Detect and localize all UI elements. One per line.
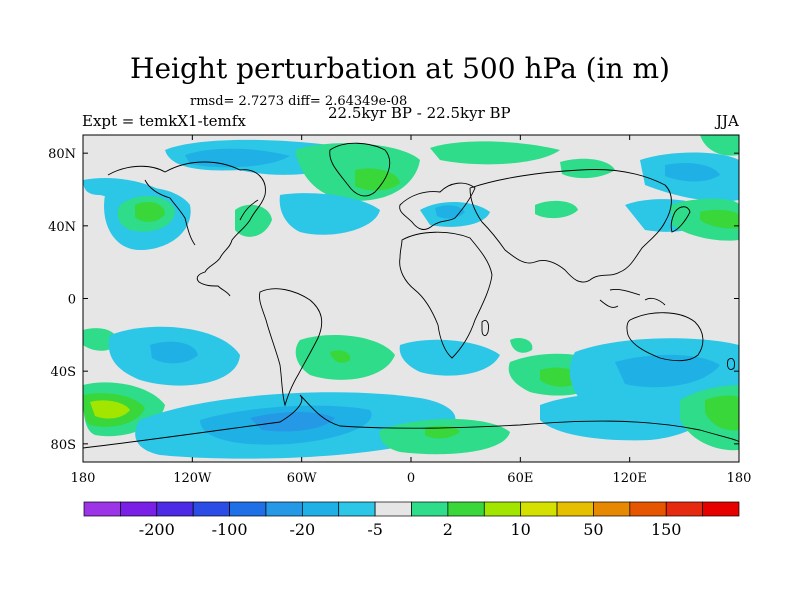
- contour-negative-indian-ocean-inner: [615, 354, 720, 388]
- coastline-maritime: [599, 289, 666, 308]
- colorbar-swatch: [520, 501, 558, 517]
- colorbar-swatch: [702, 501, 740, 517]
- coastline-australia: [626, 312, 704, 362]
- colorbar-swatch: [411, 501, 449, 517]
- contour-positive-pacific-east-inner: [700, 209, 739, 229]
- plot-title: Height perturbation at 500 hPa (in m): [130, 52, 670, 85]
- contour-negative-sh-pacific-inner: [150, 341, 198, 364]
- contour-positive-arctic-east: [430, 141, 560, 165]
- coastline-layer: [83, 142, 739, 449]
- x-tick-label: 120W: [173, 471, 212, 486]
- colorbar-swatch: [265, 501, 303, 517]
- experiment-label: Expt = temkX1-temfx: [82, 112, 246, 130]
- colorbar-label: -200: [139, 520, 175, 539]
- contour-fill-layer: [83, 135, 739, 459]
- contour-positive-pacific-inner: [135, 201, 165, 222]
- coastline-africa: [399, 231, 493, 359]
- y-tick-label: 40S: [51, 365, 76, 380]
- colorbar-label: 10: [510, 520, 530, 539]
- contour-positive-tropics-east: [510, 338, 533, 353]
- contour-positive-sh-highlat-west-inner: [90, 400, 130, 419]
- y-tick-label: 80N: [48, 147, 76, 162]
- coastline-north-america: [107, 161, 266, 297]
- x-tick-label: 180: [727, 471, 752, 486]
- contour-positive-south-america-east-inner: [330, 350, 351, 363]
- x-tick-label: 120E: [613, 471, 647, 486]
- contour-positive-north-corner: [700, 135, 739, 156]
- colorbar-label: -100: [212, 520, 248, 539]
- colorbar-swatch: [447, 501, 485, 517]
- y-tick-label: 40N: [48, 220, 76, 235]
- coastline-antarctica: [83, 394, 739, 449]
- x-tick-label: 180: [71, 471, 96, 486]
- coastline-new-zealand: [727, 357, 735, 371]
- rmsd-diff-stats: rmsd= 2.7273 diff= 2.64349e-08: [190, 94, 408, 109]
- coastline-asia: [469, 169, 672, 283]
- contour-negative-antarctic-indian: [540, 393, 708, 441]
- contour-negative-southern-ocean-core: [250, 412, 335, 432]
- season-label: JJA: [716, 112, 739, 130]
- contour-positive-central-asia: [535, 200, 578, 219]
- contour-negative-south-atlantic: [399, 339, 500, 376]
- colorbar-label: -5: [367, 520, 383, 539]
- colorbar-swatch: [83, 501, 121, 517]
- colorbar-swatch: [120, 501, 158, 517]
- colorbar-label: 2: [443, 520, 453, 539]
- colorbar-label: 50: [583, 520, 603, 539]
- colorbar-swatch: [593, 501, 631, 517]
- x-tick-label: 60W: [287, 471, 318, 486]
- y-axis: 80N 40N 0 40S 80S: [48, 147, 739, 453]
- contour-positive-antarctic-atlantic-inner: [425, 425, 460, 439]
- colorbar-swatch: [301, 501, 340, 517]
- y-tick-label: 80S: [51, 438, 76, 453]
- x-tick-label: 0: [407, 471, 415, 486]
- coastline-europe: [399, 182, 476, 230]
- period-label: 22.5kyr BP - 22.5kyr BP: [328, 104, 511, 122]
- colorbar-swatch: [156, 501, 194, 517]
- coastline-madagascar: [481, 320, 489, 337]
- contour-positive-sh-highlat-east-inner: [705, 395, 739, 431]
- colorbar-swatch: [229, 501, 267, 517]
- contour-negative-atlantic: [279, 193, 380, 235]
- coastline-japan: [670, 206, 691, 233]
- coastline-greenland: [329, 142, 391, 197]
- colorbar-swatch: [338, 501, 376, 517]
- colorbar: -200 -100 -20 -5 2 10 50 150: [83, 501, 740, 539]
- x-tick-label: 60E: [507, 471, 533, 486]
- colorbar-swatch: [192, 501, 230, 517]
- colorbar-swatch: [483, 501, 522, 517]
- colorbar-swatch: [665, 501, 703, 517]
- coastline-south-america: [259, 288, 323, 407]
- contour-positive-asia: [560, 158, 615, 179]
- contour-negative-siberia-inner: [665, 163, 720, 182]
- y-tick-label: 0: [68, 293, 76, 308]
- colorbar-swatch: [374, 501, 412, 517]
- contour-positive-greenland-inner: [355, 168, 400, 191]
- colorbar-swatch: [556, 501, 594, 517]
- colorbar-swatch: [629, 501, 667, 517]
- colorbar-label: -20: [289, 520, 315, 539]
- x-axis: 180 120W 60W 0 60E 120E 180: [71, 135, 752, 486]
- colorbar-label: 150: [651, 520, 682, 539]
